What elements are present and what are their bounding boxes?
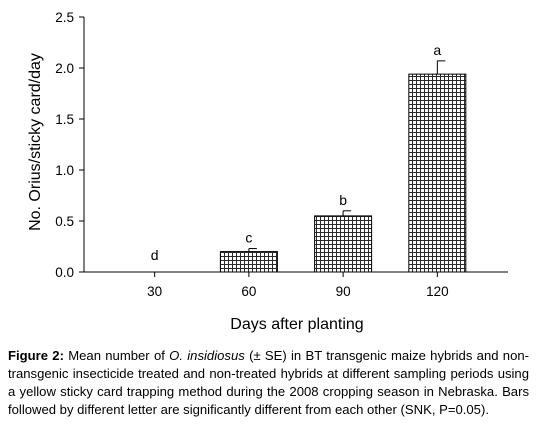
significance-letter: b <box>339 192 347 208</box>
caption-figure-label: Figure 2: <box>8 348 64 363</box>
bar <box>314 215 373 273</box>
y-tick-label: 2.5 <box>55 10 74 25</box>
significance-letter: d <box>151 247 159 263</box>
x-tick-label: 90 <box>336 284 351 299</box>
y-tick-label: 2.0 <box>55 61 74 76</box>
caption-species-name: O. insidiosus <box>169 348 245 363</box>
x-tick-label: 30 <box>147 284 162 299</box>
bar <box>408 73 467 273</box>
y-tick-label: 0.5 <box>55 214 74 229</box>
x-tick-label: 120 <box>426 284 449 299</box>
caption-text-start: Mean number of <box>68 348 165 363</box>
significance-letter: a <box>433 42 441 58</box>
figure-caption: Figure 2: Mean number of O. insidiosus (… <box>8 347 529 419</box>
y-axis-label: No. Orius/sticky card/day <box>27 53 44 231</box>
significance-letter: c <box>245 230 252 246</box>
bar-chart: 0.0 0.5 1.0 1.5 2.0 2.5 30 d 60 c 90 b 120 a No. Oriu… <box>27 10 508 333</box>
chart-figure: 0.0 0.5 1.0 1.5 2.0 2.5 30 d 60 c 90 b 120 a No. Oriu… <box>27 10 508 333</box>
y-tick-label: 0.0 <box>55 265 74 280</box>
y-tick-label: 1.0 <box>55 163 74 178</box>
caption-text-rest: (± SE) in BT transgenic maize hybrids an… <box>8 348 530 418</box>
y-tick-label: 1.5 <box>55 112 74 127</box>
bar <box>219 251 278 273</box>
x-tick-label: 60 <box>241 284 256 299</box>
x-axis-label: Days after planting <box>230 316 363 333</box>
